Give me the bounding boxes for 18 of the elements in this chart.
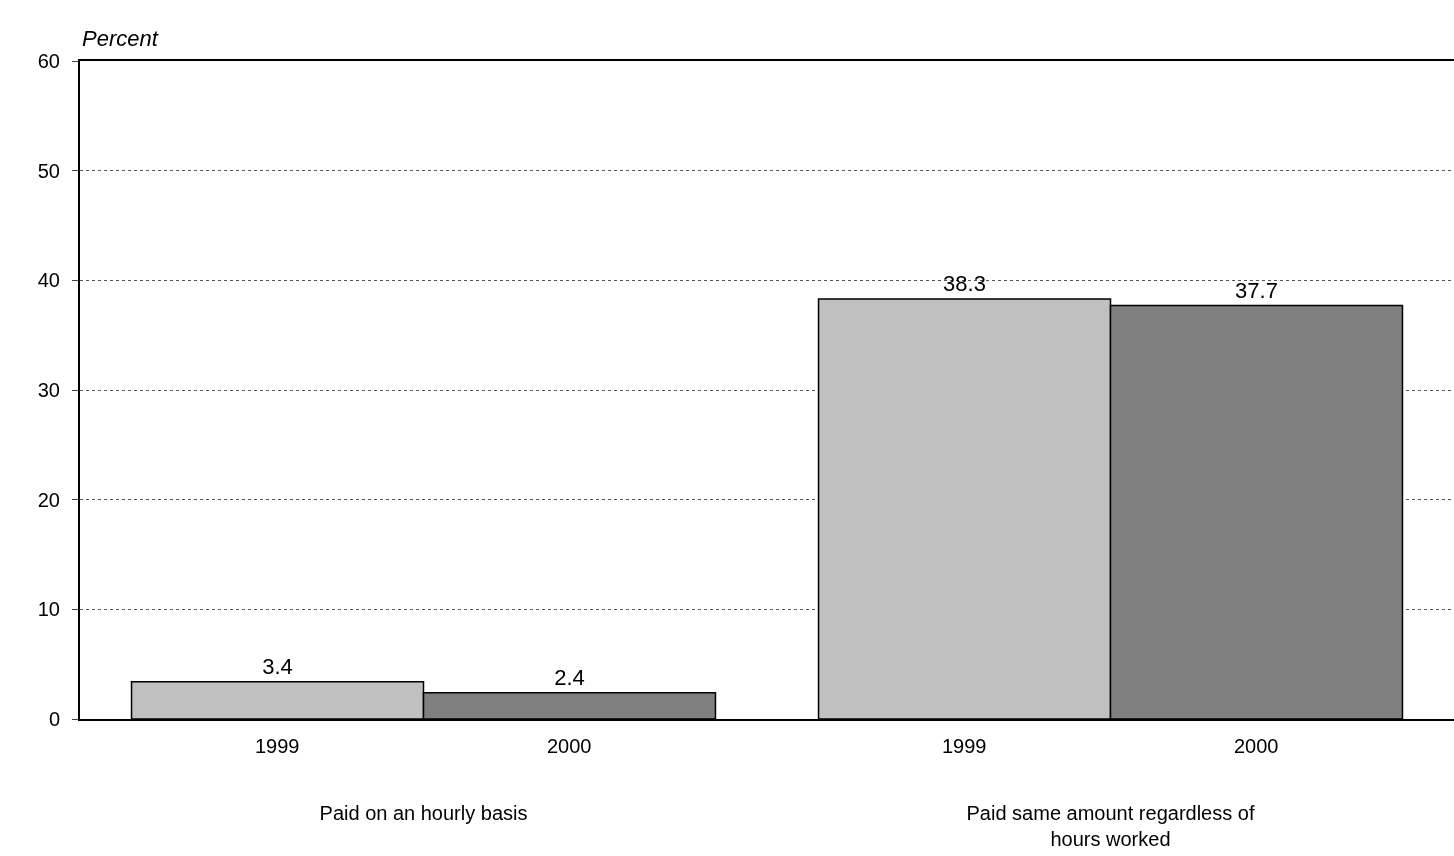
y-tick-label: 40	[37, 269, 60, 292]
y-tick-label: 0	[48, 708, 60, 730]
x-tick-label: Paid on an hourly basis	[319, 802, 528, 824]
y-tick-label: 60	[37, 50, 60, 72]
y-axis-title: Percent	[82, 26, 159, 51]
y-tick-label: 50	[37, 159, 60, 182]
y-tick-label: 10	[37, 598, 60, 621]
y-tick-label: 20	[37, 488, 60, 511]
text: 2000	[1234, 735, 1279, 757]
data-label: 38.3	[943, 270, 986, 296]
data-label: 3.4	[262, 653, 293, 679]
series-label: 1999	[255, 735, 300, 757]
text: 1999	[942, 735, 987, 757]
y-tick-label: 30	[37, 379, 60, 401]
data-label: 2.4	[554, 664, 585, 690]
x-tick-label: Paid same amount regardless of hours worked	[966, 802, 1255, 850]
series-label: 2000	[547, 735, 592, 757]
data-label: 37.7	[1235, 277, 1278, 303]
